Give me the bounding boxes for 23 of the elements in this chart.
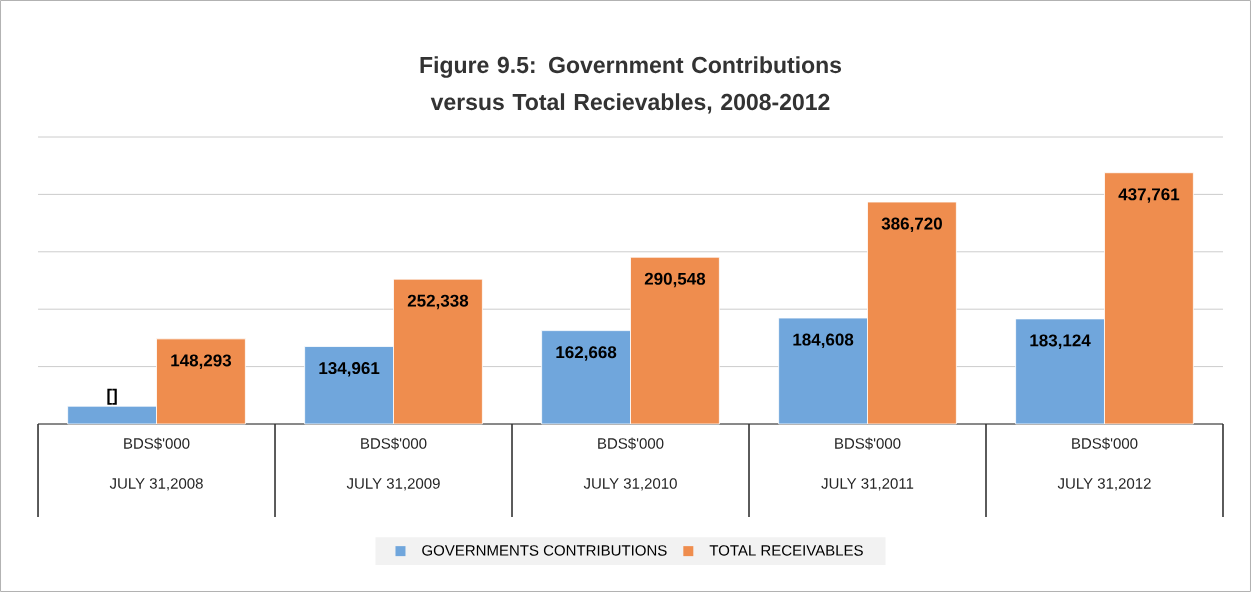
x-tick-label: JULY 31,2010 (583, 478, 677, 491)
data-label: 252,338 (407, 294, 469, 310)
text: BDS$'000 (124, 437, 190, 450)
data-label: 183,124 (1030, 334, 1091, 349)
x-tick-label: JULY 31,2012 (1057, 478, 1151, 491)
data-label: 148,293 (171, 354, 232, 369)
legend-label: GOVERNMENTS CONTRIBUTIONS (422, 545, 667, 556)
data-label: 162,668 (556, 346, 617, 361)
data-label: 437,761 (1118, 188, 1180, 203)
data-label: 184,608 (793, 333, 854, 349)
x-tick-label: JULY 31,2008 (109, 478, 203, 491)
text: BDS$'000 (598, 437, 664, 450)
x-tick-label: JULY 31,2011 (821, 478, 914, 491)
chart-title: Figure 9.5: Government Contributions versus Total Recievables, 2008-2012 (420, 56, 842, 114)
data-label: 386,720 (881, 217, 942, 233)
data-label: 290,548 (644, 272, 706, 288)
data-label: 134,961 (319, 362, 380, 377)
text: BDS$'000 (1072, 437, 1138, 450)
x-tick-label: JULY 31,2009 (346, 478, 440, 491)
text: BDS$'000 (835, 437, 901, 450)
legend-label: TOTAL RECEIVABLES (709, 545, 863, 556)
text: BDS$'000 (361, 437, 427, 450)
data-label: [] (107, 388, 117, 405)
